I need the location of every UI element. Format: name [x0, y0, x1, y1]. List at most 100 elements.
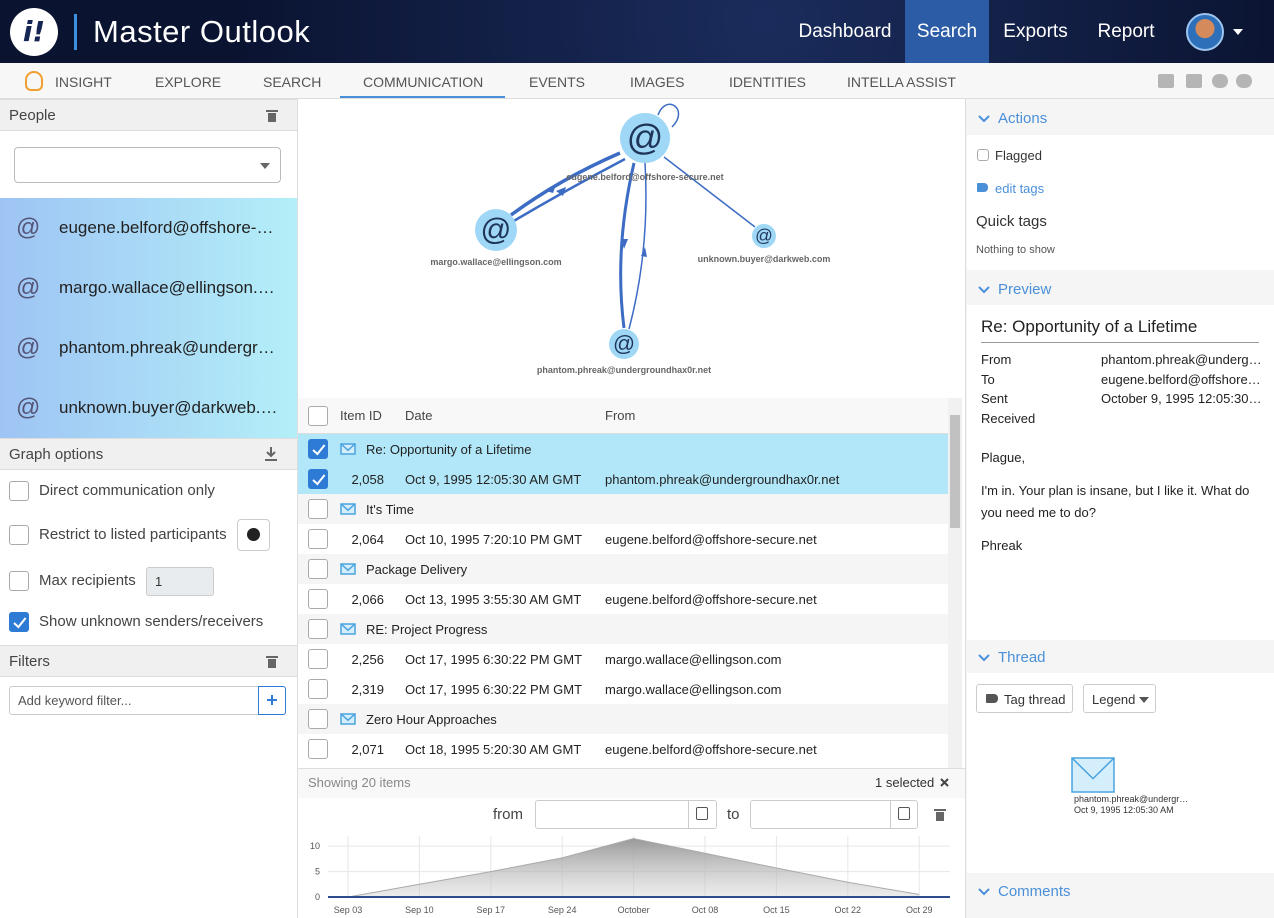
env-body	[340, 623, 356, 635]
legend-button[interactable]: Legend	[1083, 684, 1156, 713]
checkbox[interactable]	[9, 481, 29, 501]
checkbox[interactable]	[308, 709, 328, 729]
subject: Re: Opportunity of a Lifetime	[366, 442, 532, 457]
clear-path	[940, 778, 949, 787]
table-row[interactable]	[298, 524, 948, 554]
table-header	[298, 398, 948, 434]
person-icon: @	[16, 394, 41, 421]
table-row[interactable]	[298, 434, 948, 464]
checkbox[interactable]	[308, 679, 328, 699]
download-path	[265, 447, 277, 461]
section-title: Graph options	[9, 446, 104, 463]
toolbar-icon[interactable]	[1158, 74, 1174, 88]
scroll-thumb[interactable]	[950, 415, 960, 528]
env-body	[340, 563, 356, 575]
item-date: Oct 10, 1995 7:20:10 PM GMT	[405, 532, 583, 547]
checkbox[interactable]	[308, 499, 328, 519]
env-flap	[340, 503, 356, 512]
tab-bar	[0, 63, 1274, 99]
column-header[interactable]: Date	[405, 408, 433, 423]
x-tick-label: Oct 15	[763, 905, 790, 915]
tab[interactable]: IMAGES	[630, 74, 685, 90]
edit-tags[interactable]: edit tags	[995, 181, 1045, 196]
checkbox[interactable]	[308, 739, 328, 759]
table-row[interactable]	[298, 734, 948, 764]
item-from: phantom.phreak@undergroundhax0r.net	[605, 472, 840, 487]
section-title[interactable]: Thread	[998, 649, 1046, 666]
tab[interactable]: COMMUNICATION	[363, 74, 484, 90]
toolbar-icon[interactable]	[1212, 74, 1228, 88]
table-row[interactable]	[298, 704, 948, 734]
checkbox[interactable]	[308, 439, 328, 459]
from-input[interactable]	[535, 800, 717, 829]
envelope-icon	[340, 443, 356, 455]
people-select[interactable]	[14, 147, 281, 183]
info-dot	[247, 528, 260, 541]
calendar-icon[interactable]	[696, 807, 708, 820]
env-body	[340, 443, 356, 455]
chevron	[978, 286, 990, 294]
table-row[interactable]	[298, 674, 948, 704]
item-from: eugene.belford@offshore-secure.net	[605, 742, 817, 757]
trash-body	[936, 812, 944, 821]
checkbox[interactable]	[9, 525, 29, 545]
tab[interactable]: INSIGHT	[55, 74, 112, 90]
person-name[interactable]: margo.wallace@ellingson.…	[59, 278, 275, 297]
checkbox[interactable]	[308, 589, 328, 609]
add-filter-button[interactable]	[258, 686, 286, 715]
x-tick-label: October	[618, 905, 650, 915]
checkbox[interactable]	[308, 559, 328, 579]
column-header[interactable]: Item ID	[340, 408, 382, 423]
column-header[interactable]: From	[605, 408, 636, 423]
table-row[interactable]	[298, 614, 948, 644]
subject: RE: Project Progress	[366, 622, 488, 637]
table-row[interactable]	[298, 644, 948, 674]
edge-arrow	[641, 247, 647, 257]
info-button[interactable]	[237, 519, 270, 551]
nav-link[interactable]: Search	[905, 0, 989, 63]
nav-link[interactable]: Exports	[1003, 21, 1068, 42]
section-header	[0, 99, 297, 131]
download-icon	[265, 447, 277, 461]
table-row[interactable]	[298, 584, 948, 614]
checkbox[interactable]	[308, 469, 328, 489]
section-title[interactable]: Actions	[998, 110, 1048, 127]
table-row[interactable]	[298, 494, 948, 524]
to-input[interactable]	[750, 800, 918, 829]
nav-link[interactable]: Dashboard	[798, 21, 892, 42]
x-tick-label: Oct 08	[692, 905, 719, 915]
checkbox[interactable]	[9, 612, 29, 632]
nav-link[interactable]: Report	[1097, 21, 1155, 42]
tab[interactable]: SEARCH	[263, 74, 322, 90]
toolbar-icon[interactable]	[1186, 74, 1202, 88]
env-flap	[340, 713, 356, 722]
filter-placeholder: Add keyword filter...	[18, 693, 132, 708]
number-input[interactable]: 1	[146, 567, 214, 596]
item-id: 2,319	[351, 682, 384, 697]
tab[interactable]: EVENTS	[529, 74, 586, 90]
checkbox[interactable]	[9, 571, 29, 591]
person-name[interactable]: eugene.belford@offshore-…	[59, 218, 274, 237]
tab[interactable]: INTELLA ASSIST	[847, 74, 956, 90]
checkbox[interactable]	[308, 406, 328, 426]
tab[interactable]: IDENTITIES	[729, 74, 807, 90]
table-row[interactable]	[298, 554, 948, 584]
checkbox[interactable]	[308, 529, 328, 549]
toolbar-icon[interactable]	[1236, 74, 1252, 88]
item-date: Oct 9, 1995 12:05:30 AM GMT	[405, 472, 582, 487]
checkbox[interactable]	[308, 649, 328, 669]
section-title[interactable]: Comments	[998, 883, 1071, 900]
tab[interactable]: EXPLORE	[155, 74, 222, 90]
section-title[interactable]: Preview	[998, 281, 1052, 298]
tag-thread-button[interactable]: Tag thread	[976, 684, 1073, 713]
table-row[interactable]	[298, 464, 948, 494]
divider	[74, 14, 77, 50]
checkbox[interactable]	[308, 619, 328, 639]
person-name[interactable]: phantom.phreak@undergr…	[59, 338, 275, 357]
calendar-icon[interactable]	[898, 807, 910, 820]
check-path	[312, 474, 326, 486]
checkbox[interactable]	[977, 149, 989, 161]
avatar[interactable]	[1186, 13, 1224, 51]
person-name[interactable]: unknown.buyer@darkweb.…	[59, 398, 278, 417]
